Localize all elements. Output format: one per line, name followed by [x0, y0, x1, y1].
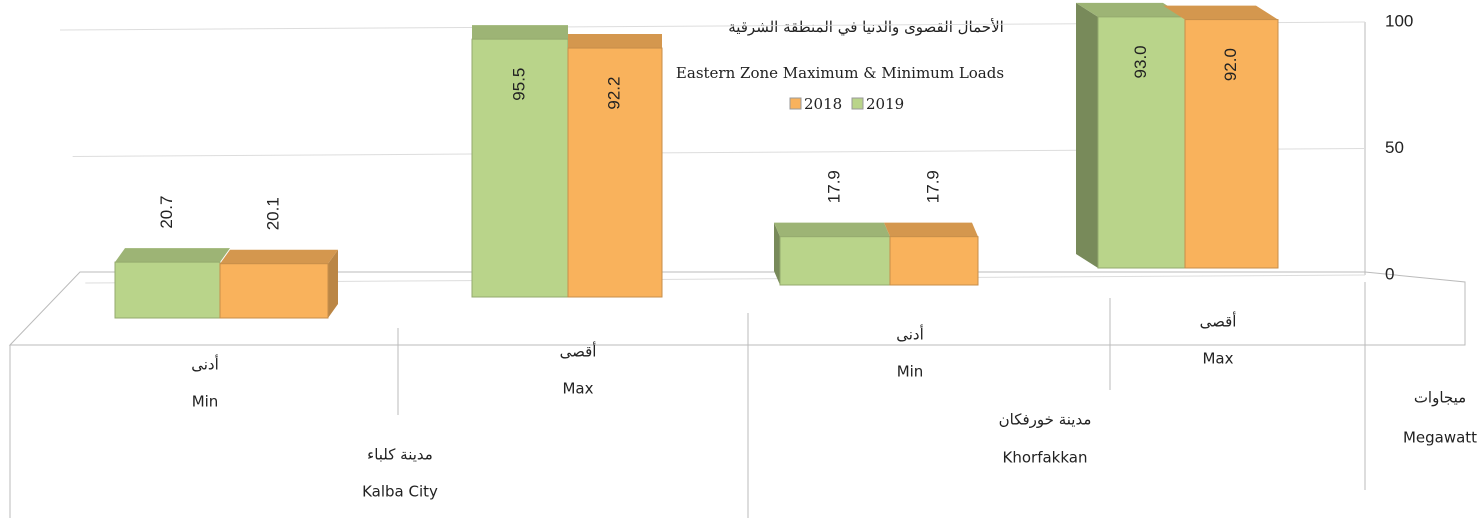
- bar-front: [889, 236, 979, 286]
- y-label: Megawatt: [1403, 429, 1477, 447]
- legend-swatch: [789, 97, 802, 110]
- bar-front: [567, 47, 663, 298]
- x-tick-label: أدنى: [191, 355, 219, 374]
- legend-label: 2018: [804, 95, 842, 113]
- bar: [567, 34, 663, 298]
- bar: [471, 25, 569, 298]
- x-tick-label: أدنى: [896, 325, 924, 344]
- x-tick-label: Max: [562, 380, 593, 398]
- bar-top: [220, 249, 338, 264]
- chart-title: الأحمال القصوى والدنيا في المنطقة الشرقي…: [728, 18, 1004, 36]
- bar: [1076, 2, 1186, 269]
- value-label: 95.5: [509, 68, 528, 101]
- bar-top: [774, 222, 890, 237]
- bar-front: [114, 261, 221, 319]
- legend-swatch: [851, 97, 864, 110]
- bar-front: [779, 236, 891, 286]
- group-label: Kalba City: [362, 483, 438, 501]
- bar-top: [1076, 2, 1185, 17]
- bar: [1163, 5, 1279, 269]
- bar-top: [884, 222, 978, 237]
- bar-top: [1163, 5, 1278, 20]
- value-label: 17.9: [923, 170, 942, 203]
- x-tick-label: أقصى: [1200, 312, 1237, 331]
- x-tick-label: Min: [192, 393, 219, 411]
- bar-front: [219, 263, 329, 319]
- group-label: Khorfakkan: [1003, 449, 1088, 467]
- bar-side: [1076, 2, 1098, 269]
- value-label: 20.7: [157, 196, 176, 229]
- value-label: 17.9: [824, 170, 843, 203]
- group-label: مدينة خورفكان: [999, 411, 1092, 429]
- bar-top: [568, 34, 662, 49]
- y-tick-label: 100: [1385, 11, 1413, 30]
- bar-front: [1184, 19, 1279, 269]
- bar-top: [472, 25, 568, 40]
- x-tick-label: أقصى: [560, 342, 597, 361]
- value-label: 93.0: [1131, 45, 1150, 78]
- value-label: 20.1: [263, 197, 282, 230]
- value-label: 92.2: [604, 77, 623, 110]
- bar: [884, 222, 979, 286]
- bar: [114, 248, 230, 319]
- x-tick-label: Max: [1202, 350, 1233, 368]
- chart-subtitle: Eastern Zone Maximum & Minimum Loads: [676, 64, 1004, 82]
- bar-top: [115, 248, 230, 263]
- y-tick-label: 50: [1385, 138, 1404, 157]
- group-label: مدينة كلباء: [367, 446, 433, 464]
- bar-side: [328, 249, 338, 318]
- value-label: 92.0: [1221, 48, 1240, 81]
- y-tick-label: 0: [1385, 264, 1394, 283]
- bar: [774, 222, 891, 286]
- bar-side: [774, 222, 780, 285]
- bar-front: [471, 38, 569, 298]
- floor: [8, 271, 1466, 346]
- y-label: ميجاوات: [1414, 389, 1466, 407]
- legend-label: 2019: [866, 95, 904, 113]
- bar: [219, 249, 338, 319]
- x-tick-label: Min: [897, 363, 924, 381]
